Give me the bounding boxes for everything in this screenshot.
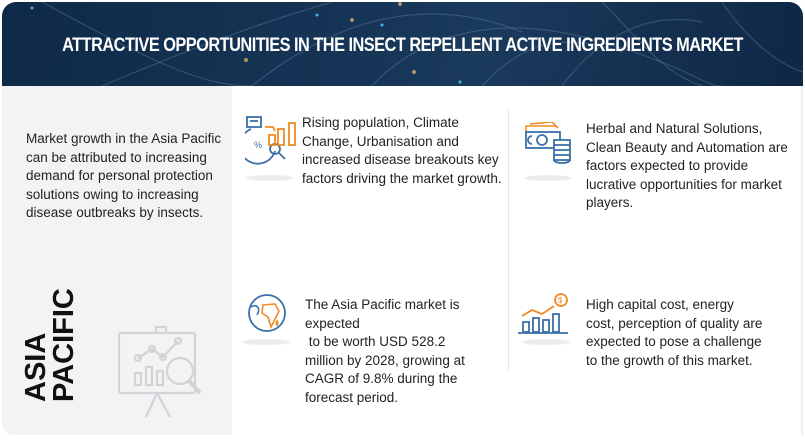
opportunities-text: Herbal and Natural Solutions, Clean Beau… (586, 121, 788, 210)
region-label: ASIA PACIFIC (20, 288, 80, 402)
svg-text:$: $ (558, 296, 563, 305)
analytics-chart-icon: % (245, 116, 296, 165)
page-title: ATTRACTIVE OPPORTUNITIES IN THE INSECT R… (62, 35, 743, 56)
globe-icon (248, 294, 286, 332)
header-banner: ATTRACTIVE OPPORTUNITIES IN THE INSECT R… (2, 2, 803, 86)
challenges-text: High capital cost, energy cost, percepti… (586, 297, 763, 368)
region-panel: Market growth in the Asia Pacific can be… (2, 86, 232, 435)
region-description: Market growth in the Asia Pacific can be… (26, 131, 222, 220)
svg-text:%: % (254, 140, 262, 150)
abstract-lines-background (30, 2, 803, 86)
market-size-text: The Asia Pacific market is expected to b… (305, 297, 465, 405)
growth-bar-chart-dollar-icon: $ (518, 293, 568, 334)
column-divider (508, 110, 509, 372)
panel-edge (801, 86, 803, 435)
region-line-1: ASIA (20, 332, 52, 402)
presentation-chart-magnifier-icon (118, 325, 202, 418)
drivers-text: Rising population, Climate Change, Urban… (302, 115, 502, 186)
region-line-2: PACIFIC (48, 288, 80, 402)
money-coins-icon (525, 122, 571, 164)
